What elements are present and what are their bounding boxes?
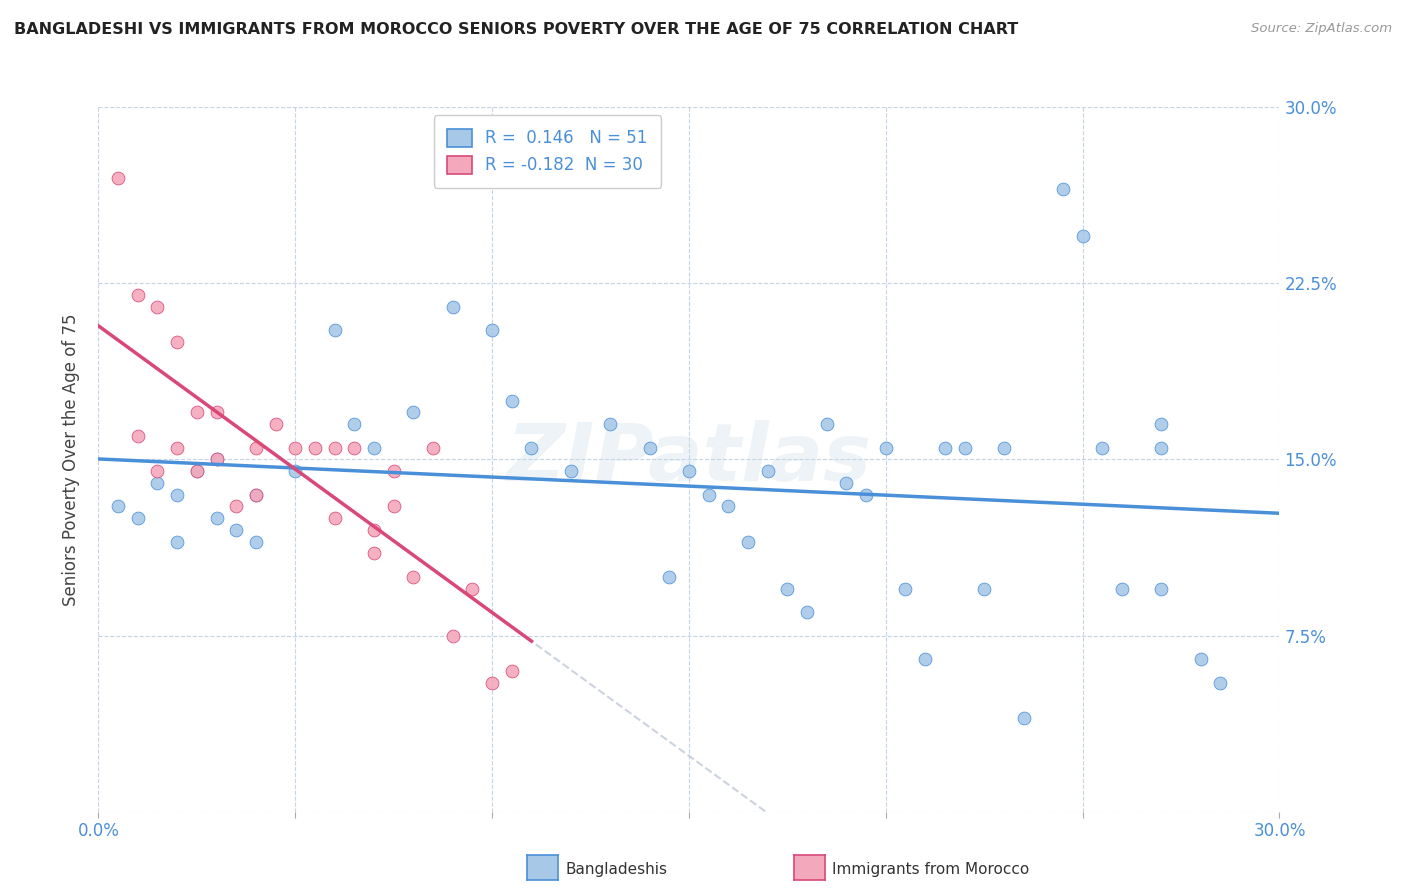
Point	[323, 441, 346, 455]
Point	[323, 323, 346, 337]
Text: Source: ZipAtlas.com: Source: ZipAtlas.com	[1251, 22, 1392, 36]
Point	[382, 464, 405, 478]
Point	[1012, 711, 1035, 725]
Legend: R =  0.146   N = 51, R = -0.182  N = 30: R = 0.146 N = 51, R = -0.182 N = 30	[433, 115, 661, 187]
Point	[363, 546, 385, 560]
Point	[520, 441, 543, 455]
Point	[422, 441, 444, 455]
Point	[993, 441, 1015, 455]
Point	[382, 500, 405, 514]
Point	[934, 441, 956, 455]
Point	[599, 417, 621, 431]
Point	[205, 452, 228, 467]
Point	[402, 405, 425, 419]
Point	[914, 652, 936, 666]
Point	[166, 334, 188, 349]
Point	[678, 464, 700, 478]
Point	[481, 675, 503, 690]
Point	[323, 511, 346, 525]
Point	[560, 464, 582, 478]
Text: Immigrants from Morocco: Immigrants from Morocco	[832, 863, 1029, 877]
Point	[146, 464, 169, 478]
Point	[1091, 441, 1114, 455]
Point	[107, 500, 129, 514]
Point	[166, 441, 188, 455]
Point	[225, 500, 247, 514]
Point	[1052, 182, 1074, 196]
Point	[658, 570, 681, 584]
Point	[186, 464, 208, 478]
Point	[1209, 675, 1232, 690]
Point	[363, 441, 385, 455]
Point	[697, 487, 720, 501]
Point	[441, 628, 464, 642]
Point	[166, 534, 188, 549]
Point	[835, 475, 858, 490]
Y-axis label: Seniors Poverty Over the Age of 75: Seniors Poverty Over the Age of 75	[62, 313, 80, 606]
Point	[501, 393, 523, 408]
Point	[737, 534, 759, 549]
Point	[953, 441, 976, 455]
Point	[186, 464, 208, 478]
Point	[894, 582, 917, 596]
Text: BANGLADESHI VS IMMIGRANTS FROM MOROCCO SENIORS POVERTY OVER THE AGE OF 75 CORREL: BANGLADESHI VS IMMIGRANTS FROM MOROCCO S…	[14, 22, 1018, 37]
Point	[205, 452, 228, 467]
Point	[973, 582, 995, 596]
Point	[205, 405, 228, 419]
Point	[245, 487, 267, 501]
Point	[127, 429, 149, 443]
Point	[284, 464, 307, 478]
Point	[343, 441, 366, 455]
Point	[284, 441, 307, 455]
Point	[343, 417, 366, 431]
Point	[245, 534, 267, 549]
Point	[756, 464, 779, 478]
Point	[1111, 582, 1133, 596]
Point	[225, 523, 247, 537]
Point	[796, 605, 818, 619]
Point	[245, 441, 267, 455]
Point	[481, 323, 503, 337]
Point	[501, 664, 523, 678]
Point	[304, 441, 326, 455]
Point	[264, 417, 287, 431]
Point	[402, 570, 425, 584]
Point	[815, 417, 838, 431]
Point	[461, 582, 484, 596]
Point	[146, 300, 169, 314]
Point	[441, 300, 464, 314]
Text: ZIPatlas: ZIPatlas	[506, 420, 872, 499]
Point	[1071, 229, 1094, 244]
Point	[107, 170, 129, 185]
Point	[875, 441, 897, 455]
Point	[855, 487, 877, 501]
Point	[1189, 652, 1212, 666]
Text: Bangladeshis: Bangladeshis	[565, 863, 668, 877]
Point	[1150, 417, 1173, 431]
Point	[245, 487, 267, 501]
Point	[166, 487, 188, 501]
Point	[363, 523, 385, 537]
Point	[146, 475, 169, 490]
Point	[127, 288, 149, 302]
Point	[127, 511, 149, 525]
Point	[1150, 582, 1173, 596]
Point	[186, 405, 208, 419]
Point	[1150, 441, 1173, 455]
Point	[205, 511, 228, 525]
Point	[638, 441, 661, 455]
Point	[717, 500, 740, 514]
Point	[776, 582, 799, 596]
